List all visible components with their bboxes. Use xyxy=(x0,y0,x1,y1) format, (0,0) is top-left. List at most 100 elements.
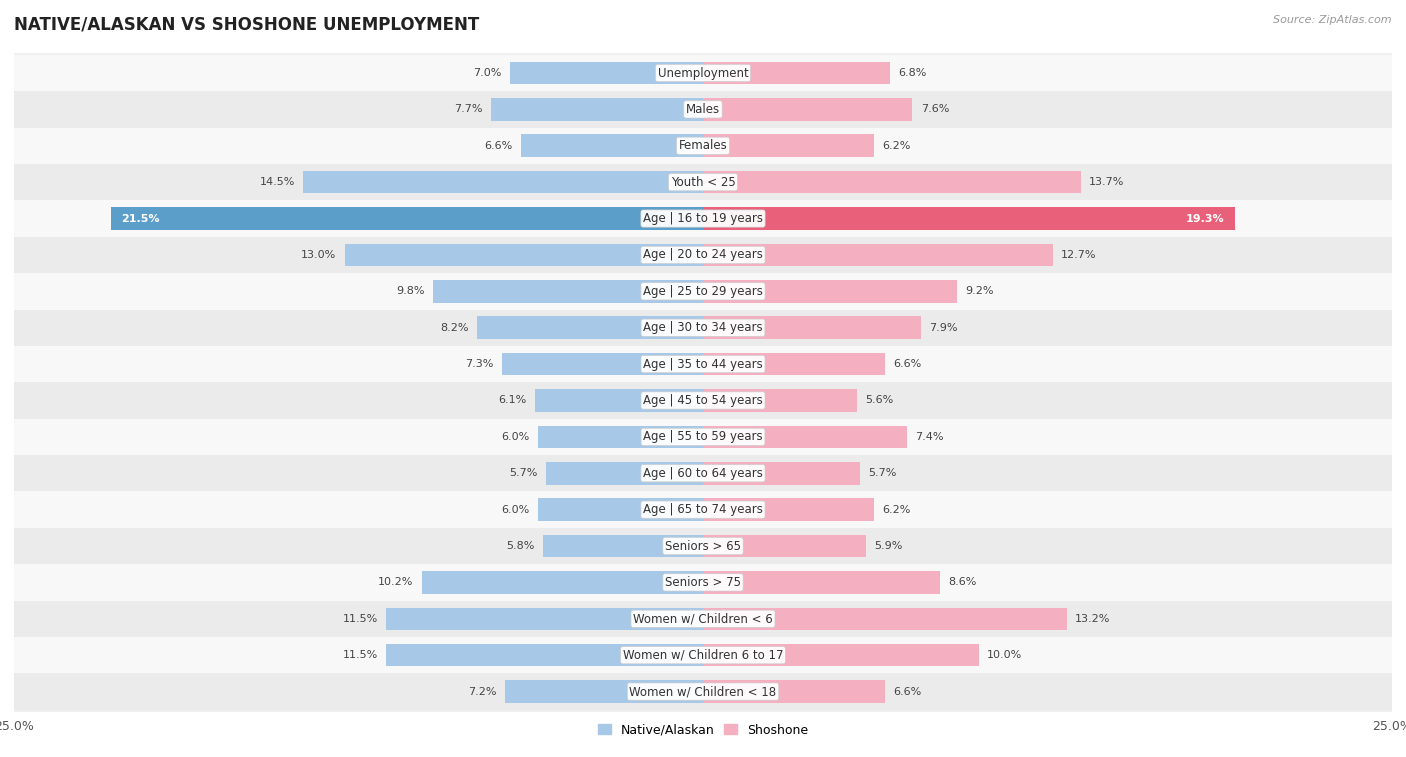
Bar xyxy=(14,674,1392,710)
Bar xyxy=(546,462,703,484)
Text: 10.2%: 10.2% xyxy=(378,578,413,587)
Text: 7.4%: 7.4% xyxy=(915,431,943,442)
Text: 8.6%: 8.6% xyxy=(948,578,977,587)
Bar xyxy=(14,419,1392,455)
Bar xyxy=(111,207,703,230)
Bar xyxy=(433,280,703,303)
Legend: Native/Alaskan, Shoshone: Native/Alaskan, Shoshone xyxy=(593,718,813,742)
Bar xyxy=(387,608,703,630)
Text: 7.9%: 7.9% xyxy=(929,322,957,333)
Text: Age | 65 to 74 years: Age | 65 to 74 years xyxy=(643,503,763,516)
Bar xyxy=(543,534,703,557)
Bar xyxy=(703,207,1234,230)
Bar xyxy=(491,98,703,120)
Bar xyxy=(703,644,979,666)
Text: Seniors > 75: Seniors > 75 xyxy=(665,576,741,589)
Bar xyxy=(14,528,1392,564)
Bar xyxy=(703,244,1053,266)
Text: 5.7%: 5.7% xyxy=(509,469,537,478)
Bar xyxy=(14,201,1392,237)
Bar xyxy=(534,389,703,412)
Bar xyxy=(703,498,875,521)
Bar xyxy=(14,237,1392,273)
Text: 19.3%: 19.3% xyxy=(1185,213,1223,223)
Text: 21.5%: 21.5% xyxy=(121,213,160,223)
Text: 7.2%: 7.2% xyxy=(468,687,496,696)
Bar xyxy=(14,600,1392,637)
Bar xyxy=(14,564,1392,600)
Text: Women w/ Children 6 to 17: Women w/ Children 6 to 17 xyxy=(623,649,783,662)
Bar xyxy=(14,310,1392,346)
Bar xyxy=(703,316,921,339)
Text: 9.2%: 9.2% xyxy=(965,286,993,296)
Bar xyxy=(537,425,703,448)
Bar xyxy=(703,608,1067,630)
Text: Age | 30 to 34 years: Age | 30 to 34 years xyxy=(643,321,763,334)
Text: Unemployment: Unemployment xyxy=(658,67,748,79)
Bar xyxy=(703,462,860,484)
Text: Age | 25 to 29 years: Age | 25 to 29 years xyxy=(643,285,763,298)
Text: 6.2%: 6.2% xyxy=(882,505,911,515)
Text: 6.1%: 6.1% xyxy=(498,395,527,406)
Text: 6.0%: 6.0% xyxy=(501,505,530,515)
Text: 6.2%: 6.2% xyxy=(882,141,911,151)
Text: Women w/ Children < 6: Women w/ Children < 6 xyxy=(633,612,773,625)
Text: 11.5%: 11.5% xyxy=(343,650,378,660)
Text: 8.2%: 8.2% xyxy=(440,322,468,333)
Bar xyxy=(344,244,703,266)
Text: 5.6%: 5.6% xyxy=(866,395,894,406)
Text: Age | 45 to 54 years: Age | 45 to 54 years xyxy=(643,394,763,407)
Bar xyxy=(14,91,1392,128)
Text: Source: ZipAtlas.com: Source: ZipAtlas.com xyxy=(1274,15,1392,25)
Bar xyxy=(703,171,1081,194)
Text: Youth < 25: Youth < 25 xyxy=(671,176,735,188)
Bar xyxy=(537,498,703,521)
Text: 5.8%: 5.8% xyxy=(506,541,534,551)
Bar xyxy=(703,389,858,412)
Text: Age | 20 to 24 years: Age | 20 to 24 years xyxy=(643,248,763,261)
Text: 5.7%: 5.7% xyxy=(869,469,897,478)
Bar xyxy=(14,55,1392,91)
Bar xyxy=(14,491,1392,528)
Text: 6.6%: 6.6% xyxy=(893,359,921,369)
Bar xyxy=(14,164,1392,201)
Bar xyxy=(14,455,1392,491)
Bar xyxy=(703,571,941,593)
Text: 7.3%: 7.3% xyxy=(465,359,494,369)
Text: 6.8%: 6.8% xyxy=(898,68,927,78)
Text: Age | 55 to 59 years: Age | 55 to 59 years xyxy=(643,431,763,444)
Text: 6.6%: 6.6% xyxy=(485,141,513,151)
Text: Age | 35 to 44 years: Age | 35 to 44 years xyxy=(643,357,763,371)
Text: 6.0%: 6.0% xyxy=(501,431,530,442)
Text: NATIVE/ALASKAN VS SHOSHONE UNEMPLOYMENT: NATIVE/ALASKAN VS SHOSHONE UNEMPLOYMENT xyxy=(14,15,479,33)
Bar xyxy=(703,425,907,448)
Bar xyxy=(703,98,912,120)
Bar xyxy=(14,273,1392,310)
Bar xyxy=(703,62,890,84)
Text: 13.7%: 13.7% xyxy=(1088,177,1125,187)
Bar xyxy=(703,280,956,303)
Bar xyxy=(703,135,875,157)
Text: Age | 60 to 64 years: Age | 60 to 64 years xyxy=(643,467,763,480)
Text: 6.6%: 6.6% xyxy=(893,687,921,696)
Bar xyxy=(304,171,703,194)
Text: Age | 16 to 19 years: Age | 16 to 19 years xyxy=(643,212,763,225)
Bar xyxy=(522,135,703,157)
Bar xyxy=(387,644,703,666)
Text: 14.5%: 14.5% xyxy=(260,177,295,187)
Text: 5.9%: 5.9% xyxy=(875,541,903,551)
Text: Males: Males xyxy=(686,103,720,116)
Bar xyxy=(422,571,703,593)
Text: 13.0%: 13.0% xyxy=(301,250,336,260)
Bar xyxy=(14,128,1392,164)
Text: 7.6%: 7.6% xyxy=(921,104,949,114)
Bar xyxy=(14,346,1392,382)
Text: 7.0%: 7.0% xyxy=(474,68,502,78)
Bar xyxy=(703,534,866,557)
Bar xyxy=(14,382,1392,419)
Text: Women w/ Children < 18: Women w/ Children < 18 xyxy=(630,685,776,698)
Text: Seniors > 65: Seniors > 65 xyxy=(665,540,741,553)
Bar xyxy=(510,62,703,84)
Text: 9.8%: 9.8% xyxy=(396,286,425,296)
Text: 13.2%: 13.2% xyxy=(1076,614,1111,624)
